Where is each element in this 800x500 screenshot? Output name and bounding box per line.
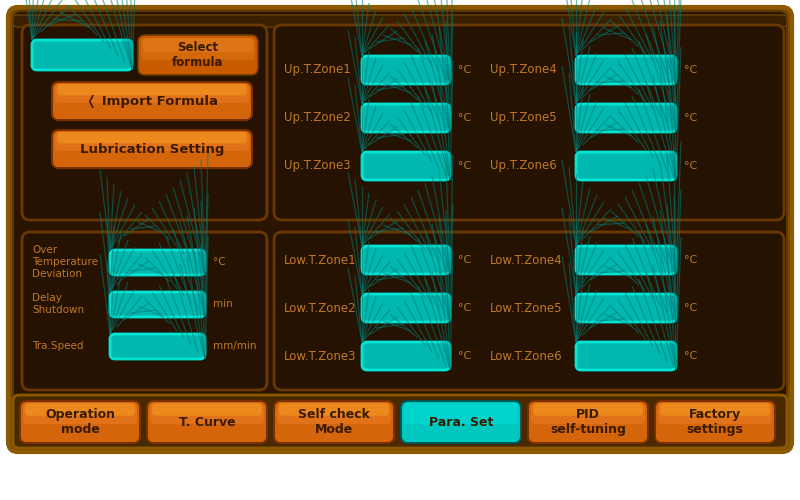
Text: °C: °C bbox=[684, 303, 698, 313]
Text: Delay
Shutdown: Delay Shutdown bbox=[32, 293, 84, 315]
FancyBboxPatch shape bbox=[52, 130, 252, 168]
FancyBboxPatch shape bbox=[362, 294, 450, 322]
Text: °C: °C bbox=[458, 303, 471, 313]
Text: Operation
mode: Operation mode bbox=[45, 408, 115, 436]
FancyBboxPatch shape bbox=[57, 132, 247, 143]
Text: Low.T.Zone4: Low.T.Zone4 bbox=[490, 254, 562, 266]
FancyBboxPatch shape bbox=[110, 250, 205, 275]
Text: Low.T.Zone5: Low.T.Zone5 bbox=[490, 302, 562, 314]
FancyBboxPatch shape bbox=[13, 15, 787, 27]
FancyBboxPatch shape bbox=[20, 401, 140, 443]
Text: Self check
Mode: Self check Mode bbox=[298, 408, 370, 436]
FancyBboxPatch shape bbox=[362, 342, 450, 370]
Text: Up.T.Zone1: Up.T.Zone1 bbox=[284, 64, 350, 76]
FancyBboxPatch shape bbox=[57, 84, 247, 96]
Text: mm/min: mm/min bbox=[213, 341, 257, 351]
FancyBboxPatch shape bbox=[143, 38, 253, 52]
Text: ❬ Import Formula: ❬ Import Formula bbox=[86, 94, 218, 108]
FancyBboxPatch shape bbox=[22, 25, 267, 220]
FancyBboxPatch shape bbox=[110, 292, 205, 317]
Text: Low.T.Zone3: Low.T.Zone3 bbox=[284, 350, 357, 362]
Text: Low.T.Zone6: Low.T.Zone6 bbox=[490, 350, 562, 362]
FancyBboxPatch shape bbox=[150, 403, 264, 424]
FancyBboxPatch shape bbox=[274, 401, 394, 443]
Text: Tra.Speed: Tra.Speed bbox=[32, 341, 83, 351]
FancyBboxPatch shape bbox=[660, 403, 770, 415]
FancyBboxPatch shape bbox=[22, 232, 267, 390]
FancyBboxPatch shape bbox=[533, 403, 643, 415]
Text: Para. Set: Para. Set bbox=[429, 416, 493, 428]
Text: °C: °C bbox=[684, 351, 698, 361]
FancyBboxPatch shape bbox=[8, 7, 792, 452]
FancyBboxPatch shape bbox=[55, 132, 249, 151]
FancyBboxPatch shape bbox=[576, 246, 676, 274]
Text: PID
self-tuning: PID self-tuning bbox=[550, 408, 626, 436]
Text: T. Curve: T. Curve bbox=[178, 416, 235, 428]
Text: Low.T.Zone1: Low.T.Zone1 bbox=[284, 254, 357, 266]
Text: Select
formula: Select formula bbox=[172, 41, 224, 69]
Text: Over
Temperature
Deviation: Over Temperature Deviation bbox=[32, 246, 98, 278]
FancyBboxPatch shape bbox=[362, 152, 450, 180]
FancyBboxPatch shape bbox=[576, 56, 676, 84]
FancyBboxPatch shape bbox=[52, 82, 252, 120]
FancyBboxPatch shape bbox=[275, 402, 393, 442]
FancyBboxPatch shape bbox=[576, 342, 676, 370]
FancyBboxPatch shape bbox=[658, 403, 772, 424]
FancyBboxPatch shape bbox=[362, 104, 450, 132]
FancyBboxPatch shape bbox=[13, 395, 787, 448]
Text: °C: °C bbox=[458, 161, 471, 171]
FancyBboxPatch shape bbox=[274, 25, 784, 220]
FancyBboxPatch shape bbox=[531, 403, 645, 424]
FancyBboxPatch shape bbox=[279, 403, 389, 415]
Text: Up.T.Zone5: Up.T.Zone5 bbox=[490, 112, 557, 124]
FancyBboxPatch shape bbox=[656, 402, 774, 442]
Text: °C: °C bbox=[458, 113, 471, 123]
FancyBboxPatch shape bbox=[576, 152, 676, 180]
FancyBboxPatch shape bbox=[13, 11, 787, 448]
FancyBboxPatch shape bbox=[53, 131, 251, 167]
Text: Lubrication Setting: Lubrication Setting bbox=[80, 142, 224, 156]
FancyBboxPatch shape bbox=[152, 403, 262, 415]
Text: °C: °C bbox=[684, 161, 698, 171]
Text: min: min bbox=[213, 299, 233, 309]
Text: °C: °C bbox=[458, 255, 471, 265]
Text: Factory
settings: Factory settings bbox=[686, 408, 743, 436]
Text: Low.T.Zone2: Low.T.Zone2 bbox=[284, 302, 357, 314]
FancyBboxPatch shape bbox=[404, 403, 518, 424]
FancyBboxPatch shape bbox=[147, 401, 267, 443]
FancyBboxPatch shape bbox=[25, 403, 135, 415]
FancyBboxPatch shape bbox=[53, 83, 251, 119]
FancyBboxPatch shape bbox=[576, 104, 676, 132]
Text: °C: °C bbox=[684, 65, 698, 75]
Text: °C: °C bbox=[684, 113, 698, 123]
Text: Up.T.Zone6: Up.T.Zone6 bbox=[490, 160, 557, 172]
FancyBboxPatch shape bbox=[23, 403, 137, 424]
FancyBboxPatch shape bbox=[138, 35, 258, 75]
FancyBboxPatch shape bbox=[362, 56, 450, 84]
Text: Up.T.Zone3: Up.T.Zone3 bbox=[284, 160, 350, 172]
FancyBboxPatch shape bbox=[529, 402, 647, 442]
FancyBboxPatch shape bbox=[576, 294, 676, 322]
Text: Up.T.Zone4: Up.T.Zone4 bbox=[490, 64, 557, 76]
FancyBboxPatch shape bbox=[401, 401, 521, 443]
FancyBboxPatch shape bbox=[21, 402, 139, 442]
FancyBboxPatch shape bbox=[148, 402, 266, 442]
FancyBboxPatch shape bbox=[274, 232, 784, 390]
Text: °C: °C bbox=[458, 351, 471, 361]
FancyBboxPatch shape bbox=[55, 84, 249, 103]
Text: °C: °C bbox=[213, 257, 226, 267]
FancyBboxPatch shape bbox=[141, 38, 255, 60]
Text: °C: °C bbox=[458, 65, 471, 75]
FancyBboxPatch shape bbox=[277, 403, 391, 424]
Text: °C: °C bbox=[684, 255, 698, 265]
FancyBboxPatch shape bbox=[139, 36, 257, 74]
FancyBboxPatch shape bbox=[32, 40, 132, 70]
FancyBboxPatch shape bbox=[362, 246, 450, 274]
FancyBboxPatch shape bbox=[402, 402, 520, 442]
Text: Up.T.Zone2: Up.T.Zone2 bbox=[284, 112, 350, 124]
FancyBboxPatch shape bbox=[110, 334, 205, 359]
FancyBboxPatch shape bbox=[528, 401, 648, 443]
FancyBboxPatch shape bbox=[655, 401, 775, 443]
